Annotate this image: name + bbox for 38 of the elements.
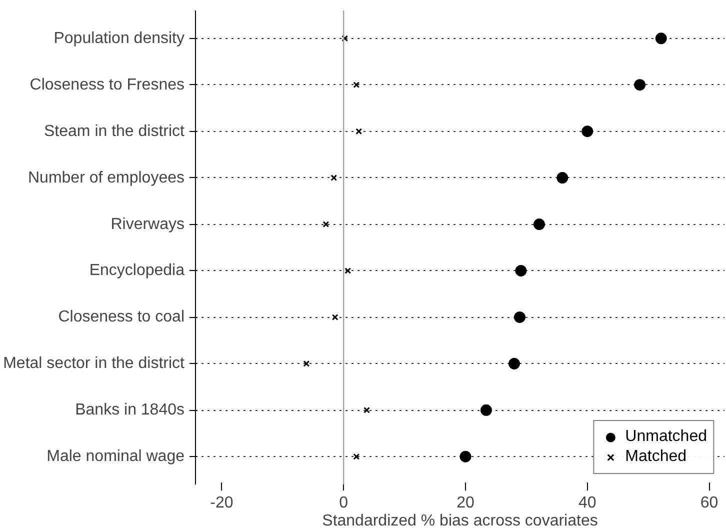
point	[356, 128, 362, 135]
x-tick-label: 40	[578, 494, 596, 512]
point	[364, 406, 370, 414]
y-tick-label: Riverways	[110, 216, 185, 233]
legend-label: Unmatched	[625, 428, 707, 446]
x-tick-label: 20	[456, 494, 474, 512]
point	[533, 218, 545, 230]
point	[342, 35, 348, 42]
point	[330, 174, 338, 182]
y-tick-label: Closeness to coal	[58, 308, 185, 326]
point	[344, 268, 352, 274]
x-tick-label: -20	[210, 494, 234, 512]
y-tick-label: Closeness to Fresnes	[30, 76, 184, 94]
point	[460, 450, 472, 462]
point	[353, 82, 360, 88]
point	[514, 311, 526, 323]
y-tick-label: Number of employees	[28, 169, 184, 186]
point	[556, 172, 568, 184]
y-tick-label: Population density	[54, 30, 185, 47]
point	[582, 126, 594, 138]
point	[634, 79, 646, 91]
x-tick-label: 60	[700, 494, 718, 512]
x-tick-label: 0	[339, 494, 348, 512]
y-tick-label: Steam in the district	[44, 122, 186, 140]
y-tick-label: Male nominal wage	[46, 448, 185, 466]
y-tick-label: Encyclopedia	[89, 262, 185, 280]
y-tick-label: Metal sector in the district	[3, 355, 186, 372]
point	[480, 404, 492, 416]
y-tick-label: Banks in 1840s	[75, 402, 184, 419]
point	[508, 358, 520, 370]
legend-label: Matched	[625, 448, 687, 466]
point	[655, 32, 667, 44]
x-axis-title: Standardized % bias across covariates	[322, 512, 598, 530]
point	[322, 221, 330, 228]
point	[332, 314, 338, 320]
point	[353, 453, 360, 460]
point	[303, 360, 310, 367]
point	[515, 264, 527, 276]
